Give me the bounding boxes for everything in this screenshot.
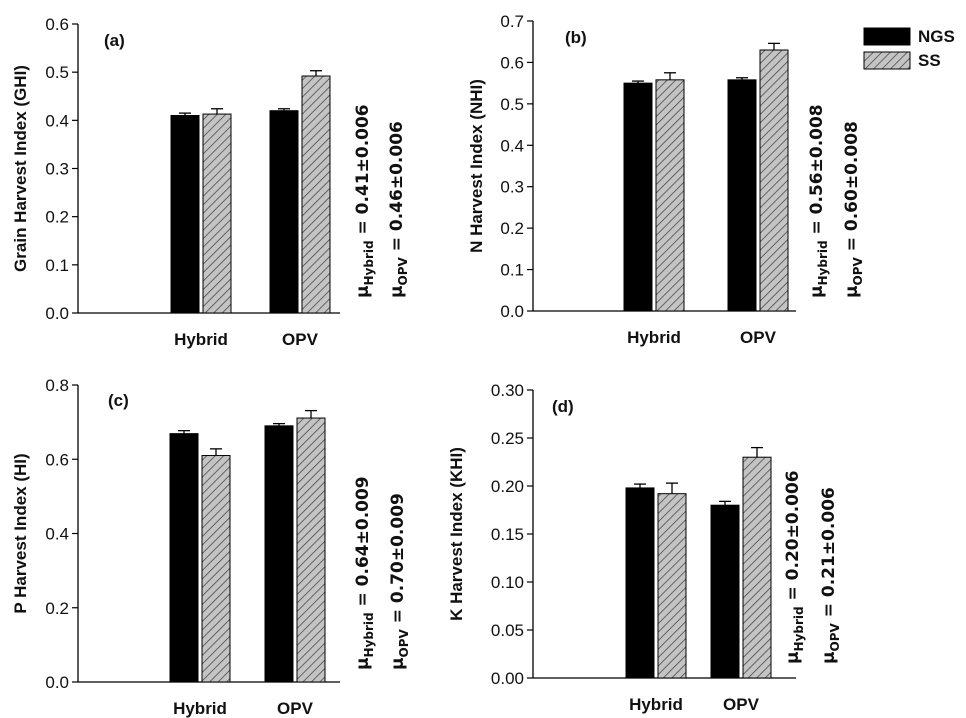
panels: 0.0 0.1 0.2 0.3 0.4 0.5 0.6 Grain Harvest Index…	[11, 12, 865, 718]
y-tick-label: 0.10	[491, 573, 524, 592]
y-tick-label: 0.0	[45, 304, 69, 323]
y-tick-label: 0.2	[45, 208, 69, 227]
category-label: OPV	[277, 699, 314, 718]
panel-label: (a)	[104, 31, 125, 50]
bar-ngs-hybrid	[170, 115, 200, 314]
category-label: OPV	[723, 695, 760, 714]
bar-ngs-opv	[727, 79, 757, 312]
y-tick-label: 0.6	[45, 450, 69, 469]
y-tick-label: 0.8	[45, 376, 69, 395]
category-label: Hybrid	[174, 330, 228, 349]
bar-ngs-opv	[710, 504, 740, 679]
bar-ss-hybrid	[657, 493, 687, 679]
bar-ss-opv	[759, 49, 789, 312]
legend-swatch-ss	[863, 51, 911, 70]
chart-panel: 0.0 0.1 0.2 0.3 0.4 0.5 0.6 0.7 N Harvest Index …	[467, 12, 865, 347]
y-tick-label: 0.1	[500, 261, 524, 280]
y-tick-label: 0.20	[491, 477, 524, 496]
y-axis-title: K Harvest Index (KHI)	[447, 447, 466, 621]
y-tick-label: 0.30	[491, 381, 524, 400]
bar-ngs-hybrid	[625, 487, 655, 679]
y-tick-label: 0.05	[491, 621, 524, 640]
y-tick-label: 0.0	[45, 673, 69, 692]
mean-annotation: μHybrid = 0.64±0.009	[353, 476, 376, 670]
category-label: Hybrid	[629, 695, 683, 714]
mean-annotation: μHybrid = 0.20±0.006	[783, 470, 806, 664]
y-tick-label: 0.6	[45, 15, 69, 34]
y-tick-label: 0.5	[500, 95, 524, 114]
mean-annotation: μOPV = 0.21±0.006	[819, 487, 842, 664]
chart-panel: 0.0 0.2 0.4 0.6 0.8 P Harvest Index (HI) (c) Hy…	[11, 376, 411, 718]
bar-ngs-opv	[264, 425, 294, 683]
y-tick-label: 0.2	[45, 599, 69, 618]
bar-ss-opv	[742, 456, 772, 679]
y-tick-label: 0.4	[500, 136, 524, 155]
y-axis-title: Grain Harvest Index (GHI)	[11, 65, 30, 272]
y-tick-label: 0.00	[491, 669, 524, 688]
bar-ss-hybrid	[201, 455, 231, 683]
y-tick-label: 0.2	[500, 219, 524, 238]
y-tick-label: 0.3	[45, 160, 69, 179]
y-tick-label: 0.7	[500, 12, 524, 31]
bar-ss-opv	[296, 417, 326, 683]
y-axis-title: N Harvest Index (NHI)	[467, 79, 486, 253]
legend-label-ngs: NGS	[918, 27, 955, 46]
y-tick-label: 0.5	[45, 63, 69, 82]
y-tick-label: 0.15	[491, 525, 524, 544]
y-tick-label: 0.0	[500, 302, 524, 321]
chart-panel: 0.00 0.05 0.10 0.15 0.20 0.25 0.30 K Harvest In…	[447, 381, 842, 714]
mean-annotation: μOPV = 0.60±0.008	[842, 121, 865, 298]
bar-ngs-opv	[269, 110, 299, 314]
mean-annotation: μOPV = 0.46±0.006	[387, 121, 410, 298]
y-tick-label: 0.4	[45, 525, 69, 544]
category-label: Hybrid	[627, 328, 681, 347]
y-axis-title: P Harvest Index (HI)	[11, 453, 30, 613]
mean-annotation: μHybrid = 0.41±0.006	[353, 104, 376, 298]
category-label: Hybrid	[173, 699, 227, 718]
y-tick-label: 0.3	[500, 178, 524, 197]
panel-label: (b)	[565, 28, 587, 47]
y-tick-label: 0.25	[491, 429, 524, 448]
y-tick-label: 0.1	[45, 256, 69, 275]
chart-panel: 0.0 0.1 0.2 0.3 0.4 0.5 0.6 Grain Harvest Index…	[11, 15, 410, 349]
bar-ss-hybrid	[655, 79, 685, 312]
legend-label-ss: SS	[918, 51, 941, 70]
mean-annotation: μOPV = 0.70±0.009	[388, 493, 411, 670]
category-label: OPV	[740, 328, 777, 347]
category-label: OPV	[282, 330, 319, 349]
bar-ss-hybrid	[202, 113, 232, 314]
y-tick-label: 0.4	[45, 111, 69, 130]
bar-ngs-hybrid	[169, 433, 199, 683]
bar-ngs-hybrid	[623, 82, 653, 312]
panel-label: (c)	[108, 391, 129, 410]
y-tick-label: 0.6	[500, 53, 524, 72]
bar-ss-opv	[301, 75, 331, 314]
panel-label: (d)	[552, 397, 574, 416]
legend: NGS SS	[863, 27, 955, 70]
mean-annotation: μHybrid = 0.56±0.008	[807, 104, 830, 298]
legend-swatch-ngs	[863, 27, 911, 46]
